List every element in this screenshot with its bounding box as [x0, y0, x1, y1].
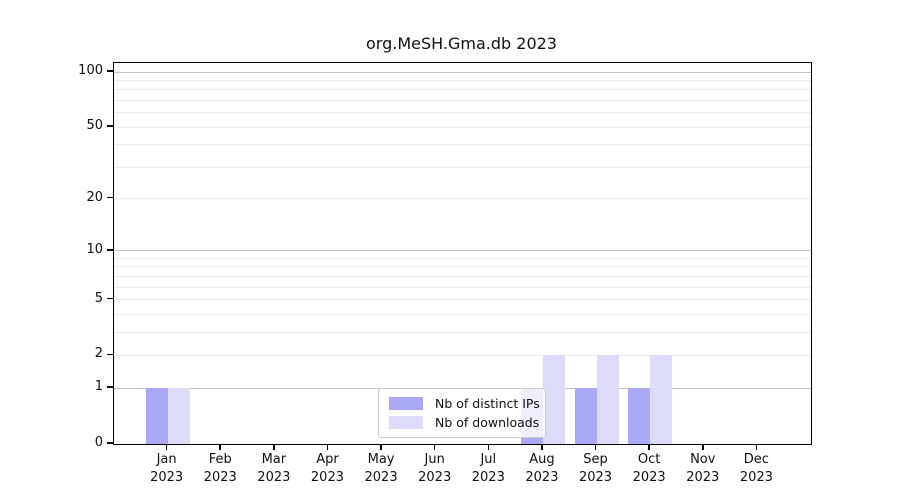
- bar-downloads-sep: [596, 355, 619, 444]
- x-tick-mark: [326, 444, 329, 450]
- x-tick-label: Jul 2023: [471, 452, 505, 485]
- legend-swatch-distinct-ips: [389, 397, 423, 410]
- gridline-minor: [114, 313, 811, 315]
- legend-swatch-downloads: [389, 416, 423, 429]
- x-tick-label: Mar 2023: [257, 452, 291, 485]
- bar-distinct-ips-jan: [145, 388, 168, 444]
- legend-entry-downloads: Nb of downloads: [389, 415, 540, 430]
- y-tick-label: 20: [86, 189, 103, 205]
- x-tick-mark: [702, 444, 704, 450]
- x-tick-label: Oct 2023: [632, 452, 666, 485]
- y-tick-mark: [106, 353, 113, 356]
- gridline-minor: [114, 354, 811, 356]
- gridline-minor: [114, 126, 811, 128]
- x-tick-mark: [165, 444, 168, 450]
- x-tick-label: Aug 2023: [525, 452, 559, 485]
- gridline-minor: [114, 89, 811, 91]
- legend-entry-distinct-ips: Nb of distinct IPs: [389, 396, 540, 411]
- x-tick-label: Jan 2023: [150, 452, 184, 485]
- x-tick-label: May 2023: [364, 452, 398, 485]
- legend-label-distinct-ips: Nb of distinct IPs: [435, 396, 540, 411]
- bar-distinct-ips-sep: [574, 388, 597, 444]
- x-tick-mark: [487, 444, 490, 450]
- gridline-minor: [114, 299, 811, 301]
- y-tick-mark: [106, 70, 113, 72]
- y-tick-label: 100: [78, 63, 103, 79]
- y-tick-label: 5: [94, 290, 103, 306]
- y-tick-label: 1: [94, 379, 103, 395]
- y-tick-label: 0: [94, 435, 103, 450]
- y-tick-mark: [106, 125, 113, 127]
- x-tick-mark: [541, 444, 543, 450]
- x-tick-label: Dec 2023: [739, 452, 773, 485]
- x-tick-mark: [219, 444, 221, 450]
- x-tick-label: Feb 2023: [203, 452, 237, 485]
- x-tick-mark: [273, 444, 275, 450]
- gridline-minor: [114, 331, 811, 333]
- y-tick-label: 2: [94, 346, 103, 362]
- bar-downloads-jan: [167, 388, 190, 444]
- x-tick-mark: [433, 444, 436, 450]
- y-tick-mark: [106, 196, 113, 199]
- x-tick-mark: [380, 444, 382, 450]
- y-tick-mark: [106, 442, 113, 444]
- bar-downloads-oct: [650, 355, 673, 444]
- y-tick-mark: [106, 249, 113, 251]
- bar-downloads-aug: [542, 355, 565, 444]
- gridline-major: [114, 250, 811, 252]
- x-tick-mark: [755, 444, 758, 450]
- chart-title: org.MeSH.Gma.db 2023: [366, 34, 557, 53]
- gridline-minor: [114, 266, 811, 268]
- legend: Nb of distinct IPs Nb of downloads: [378, 388, 546, 438]
- plot-area: [113, 62, 812, 445]
- x-tick-label: Sep 2023: [578, 452, 613, 485]
- gridline-minor: [114, 100, 811, 102]
- x-tick-mark: [648, 444, 650, 450]
- y-tick-mark: [106, 386, 113, 388]
- gridline-major: [114, 71, 811, 73]
- gridline-minor: [114, 112, 811, 114]
- gridline-minor: [114, 166, 811, 168]
- gridline-minor: [114, 275, 811, 277]
- legend-label-downloads: Nb of downloads: [435, 415, 540, 430]
- x-tick-mark: [594, 444, 597, 450]
- gridline-minor: [114, 258, 811, 259]
- x-tick-label: Jun 2023: [418, 452, 452, 485]
- y-tick-mark: [106, 297, 113, 300]
- x-tick-label: Apr 2023: [310, 452, 344, 485]
- x-tick-label: Nov 2023: [686, 452, 720, 485]
- gridline-minor: [114, 286, 811, 288]
- y-tick-label: 10: [86, 241, 103, 257]
- y-tick-label: 50: [86, 118, 103, 134]
- gridline-minor: [114, 80, 811, 82]
- gridline-minor: [114, 144, 811, 146]
- bar-distinct-ips-oct: [628, 388, 651, 444]
- gridline-minor: [114, 198, 811, 200]
